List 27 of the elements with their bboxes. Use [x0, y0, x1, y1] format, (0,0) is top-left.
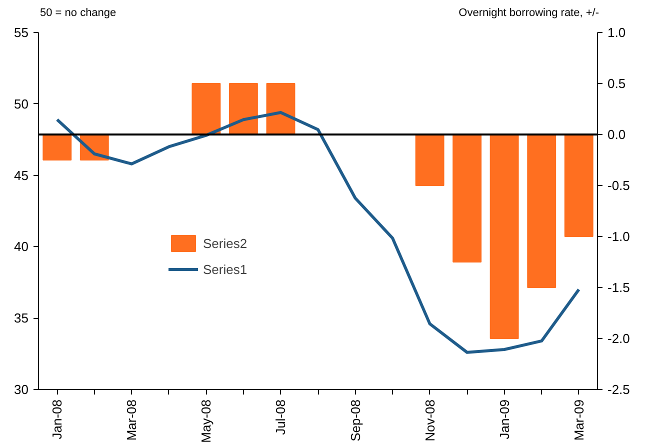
y2-tick-label: 1.0 — [608, 25, 626, 40]
y2-axis-title: Overnight borrowing rate, +/- — [458, 6, 599, 21]
y-tick-label: 50 — [14, 96, 29, 112]
x-tick-label: Nov-08 — [422, 399, 438, 442]
y-tick-label: 45 — [14, 168, 29, 183]
x-tick-label: Jan-09 — [496, 400, 512, 440]
y2-tick-label: -0.5 — [608, 178, 630, 193]
y2-tick-label: -2.5 — [608, 382, 630, 397]
y2-tick-label: 0.5 — [608, 76, 626, 91]
legend-label: Series1 — [203, 262, 248, 276]
legend-label: Series2 — [203, 236, 248, 250]
y2-tick-label: -1.0 — [608, 229, 630, 244]
x-tick-label: Jan-08 — [50, 400, 65, 440]
x-tick-label: Mar-08 — [124, 399, 140, 441]
y-tick-label: 35 — [14, 310, 29, 326]
y2-tick-label: 0.0 — [608, 127, 626, 142]
x-tick-label: Sep-08 — [348, 400, 363, 442]
y2-tick-label: -1.5 — [608, 280, 630, 295]
line-series — [56, 110, 580, 354]
y2-tick-label: -2.0 — [608, 331, 630, 346]
y-tick-label: 30 — [14, 382, 29, 397]
x-tick-label: May-08 — [198, 399, 214, 443]
y-tick-label: 55 — [14, 25, 29, 40]
y-axis-title: 50 = no change — [40, 6, 116, 21]
x-tick-label: Mar-09 — [571, 399, 586, 441]
y-tick-label: 40 — [14, 239, 29, 254]
x-tick-label: Jul-08 — [273, 399, 288, 435]
